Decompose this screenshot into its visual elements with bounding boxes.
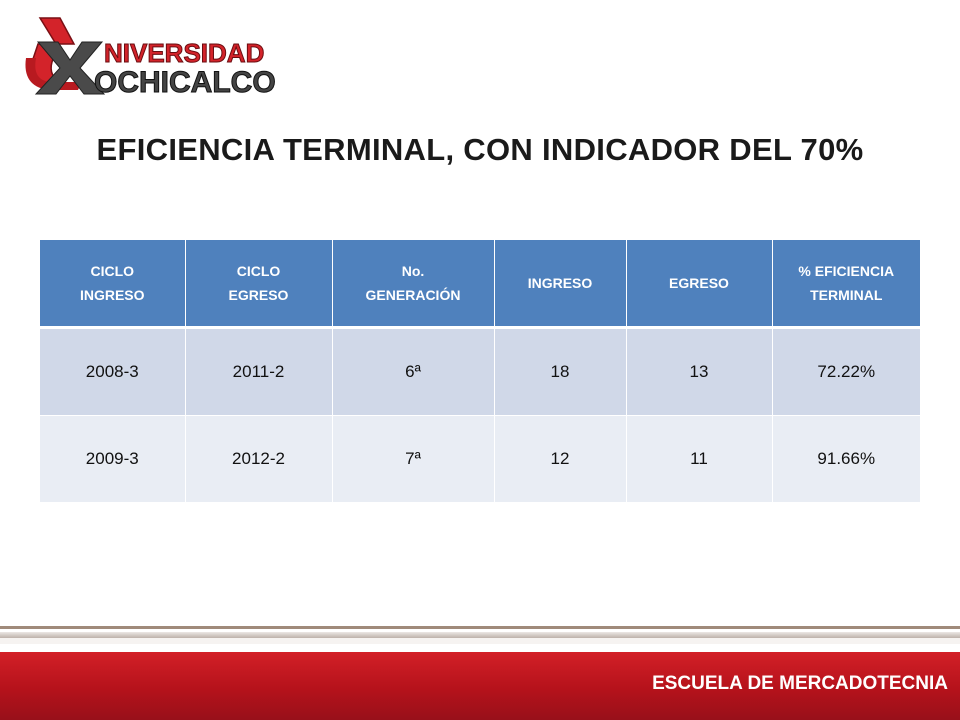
header-ingreso: INGRESO [494, 240, 627, 328]
footer-divider-light [0, 638, 960, 644]
svg-text:OCHICALCO: OCHICALCO [94, 66, 276, 99]
cell-ingreso: 12 [494, 415, 627, 502]
header-egreso: EGRESO [626, 240, 773, 328]
cell-eficiencia: 72.22% [772, 327, 920, 416]
page-title: EFICIENCIA TERMINAL, CON INDICADOR DEL 7… [96, 132, 864, 167]
table-header-row: CICLO INGRESO CICLO EGRESO No. GENERACIÓN I… [40, 240, 920, 328]
header-ciclo-egreso: CICLO EGRESO [185, 240, 333, 328]
table-row: 2009-3 2012-2 7ª 12 11 91.66% [40, 415, 920, 502]
cell-generacion: 6ª [332, 327, 495, 416]
footer-school-name: ESCUELA DE MERCADOTECNIA [652, 673, 948, 694]
universidad-xochicalco-logo: NIVERSIDAD OCHICALCO [25, 17, 276, 100]
header-generacion: No. GENERACIÓN [332, 240, 495, 328]
cell-generacion: 7ª [332, 415, 495, 502]
footer-divider-shade [0, 632, 960, 638]
footer-divider [0, 626, 960, 629]
cell-ciclo-egreso: 2011-2 [185, 327, 333, 416]
cell-ciclo-ingreso: 2009-3 [40, 415, 186, 502]
cell-ingreso: 18 [494, 327, 627, 416]
cell-ciclo-ingreso: 2008-3 [40, 327, 186, 416]
cell-ciclo-egreso: 2012-2 [185, 415, 333, 502]
cell-eficiencia: 91.66% [772, 415, 920, 502]
cell-egreso: 13 [626, 327, 773, 416]
header-eficiencia-terminal: % EFICIENCIA TERMINAL [772, 240, 920, 328]
table-row: 2008-3 2011-2 6ª 18 13 72.22% [40, 327, 920, 416]
header-ciclo-ingreso: CICLO INGRESO [40, 240, 186, 328]
svg-text:NIVERSIDAD: NIVERSIDAD [104, 38, 264, 68]
cell-egreso: 11 [626, 415, 773, 502]
efficiency-table: CICLO INGRESO CICLO EGRESO No. GENERACIÓN I… [40, 240, 920, 502]
footer-bar: ESCUELA DE MERCADOTECNIA [0, 652, 960, 720]
